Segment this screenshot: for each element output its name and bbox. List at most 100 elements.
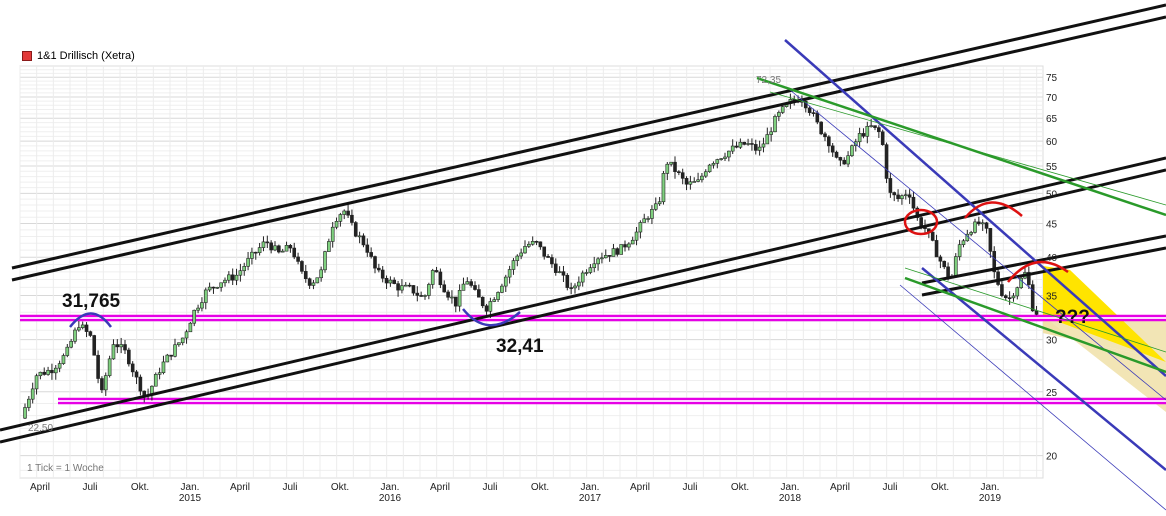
candle-down bbox=[880, 131, 885, 145]
candle-up bbox=[250, 251, 254, 259]
candle-up bbox=[692, 181, 697, 183]
candle-up bbox=[557, 271, 562, 273]
candle-down bbox=[938, 256, 943, 262]
candle-up bbox=[492, 299, 497, 302]
candle-up bbox=[157, 372, 162, 375]
candle-up bbox=[711, 163, 716, 166]
candle-up bbox=[238, 270, 243, 276]
candle-up bbox=[27, 398, 31, 408]
x-tick-label: Jan. bbox=[981, 482, 1000, 493]
candle-up bbox=[634, 231, 639, 241]
chart-grid bbox=[19, 65, 1044, 479]
x-tick-label: Juli bbox=[682, 482, 697, 493]
candle-down bbox=[50, 370, 54, 374]
candle-up bbox=[665, 163, 670, 174]
candle-down bbox=[1027, 272, 1031, 285]
candle-up bbox=[34, 375, 39, 390]
x-tick-label: April bbox=[630, 482, 650, 493]
x-tick-label: Jan. bbox=[181, 482, 200, 493]
candle-up bbox=[584, 272, 589, 274]
candle-up bbox=[503, 276, 508, 287]
channel-upper-2 bbox=[11, 15, 1166, 282]
candle-down bbox=[84, 324, 89, 332]
candle-up bbox=[203, 289, 208, 303]
candle-down bbox=[480, 296, 485, 307]
candle-up bbox=[53, 367, 58, 374]
tick-note: 1 Tick = 1 Woche bbox=[27, 463, 104, 474]
candle-up bbox=[465, 281, 470, 285]
candle-up bbox=[177, 342, 181, 346]
arc-top-marker bbox=[69, 312, 113, 328]
candle-up bbox=[603, 255, 608, 259]
candle-up bbox=[865, 125, 870, 137]
candle-up bbox=[527, 243, 531, 247]
candle-down bbox=[907, 194, 912, 198]
channel-mid-2 bbox=[0, 168, 1166, 444]
x-tick-label: April bbox=[430, 482, 450, 493]
y-tick-label: 45 bbox=[1046, 219, 1058, 230]
candle-up bbox=[780, 106, 785, 113]
candle-down bbox=[677, 171, 681, 173]
candle-down bbox=[977, 221, 981, 225]
candle-down bbox=[1000, 284, 1004, 296]
candle-up bbox=[642, 218, 647, 223]
candle-down bbox=[1030, 284, 1035, 312]
candle-up bbox=[207, 286, 212, 291]
candle-down bbox=[877, 127, 881, 133]
x-tick-label: Jan. bbox=[781, 482, 800, 493]
candle-up bbox=[219, 282, 223, 288]
annotation-labels: 31,765 32,41 72,35??? 22,50 bbox=[28, 75, 1090, 434]
candle-down bbox=[930, 231, 935, 241]
x-tick-label: Jan. bbox=[581, 482, 600, 493]
candle-down bbox=[988, 228, 993, 252]
candle-up bbox=[846, 155, 850, 165]
candle-down bbox=[919, 217, 923, 227]
candle-down bbox=[680, 172, 685, 179]
candle-up bbox=[519, 252, 523, 257]
x-year-label: 2015 bbox=[179, 493, 202, 504]
candle-down bbox=[138, 376, 143, 392]
candle-up bbox=[611, 248, 616, 257]
candle-down bbox=[296, 256, 300, 262]
candle-down bbox=[673, 161, 677, 172]
y-tick-label: 40 bbox=[1046, 253, 1058, 264]
arc-red-top-1 bbox=[964, 201, 1023, 219]
channel-upper-1 bbox=[11, 3, 1166, 270]
chart-legend: 1&1 Drillisch (Xetra) bbox=[22, 50, 135, 62]
candle-down bbox=[750, 143, 754, 145]
candle-up bbox=[342, 210, 347, 215]
candle-down bbox=[569, 287, 573, 289]
candle-up bbox=[284, 245, 289, 252]
candle-up bbox=[769, 131, 773, 135]
candle-down bbox=[100, 378, 104, 391]
candle-up bbox=[227, 274, 231, 281]
y-tick-label: 60 bbox=[1046, 137, 1058, 148]
candle-down bbox=[369, 252, 373, 257]
x-tick-label: Juli bbox=[282, 482, 297, 493]
candle-down bbox=[992, 251, 997, 273]
candle-down bbox=[477, 289, 481, 298]
candlestick-series bbox=[23, 93, 1039, 419]
candle-up bbox=[688, 181, 693, 185]
legend-swatch bbox=[22, 51, 32, 61]
candle-down bbox=[300, 261, 304, 272]
candle-down bbox=[553, 263, 558, 273]
channel-lower-1 bbox=[921, 234, 1166, 285]
candle-up bbox=[757, 146, 762, 151]
candle-down bbox=[211, 286, 216, 289]
candle-up bbox=[180, 337, 185, 344]
candle-down bbox=[373, 256, 377, 269]
arc-red-top-2 bbox=[1007, 260, 1069, 283]
candle-up bbox=[103, 375, 108, 391]
candle-down bbox=[88, 331, 93, 336]
candle-up bbox=[184, 331, 189, 339]
legend-label: 1&1 Drillisch (Xetra) bbox=[37, 50, 135, 62]
candle-down bbox=[469, 281, 473, 286]
candle-up bbox=[523, 246, 527, 254]
candle-up bbox=[573, 285, 577, 289]
candle-up bbox=[73, 329, 77, 342]
candle-up bbox=[38, 371, 43, 377]
candle-up bbox=[357, 235, 362, 238]
x-year-label: 2017 bbox=[579, 493, 602, 504]
candle-down bbox=[861, 133, 866, 137]
